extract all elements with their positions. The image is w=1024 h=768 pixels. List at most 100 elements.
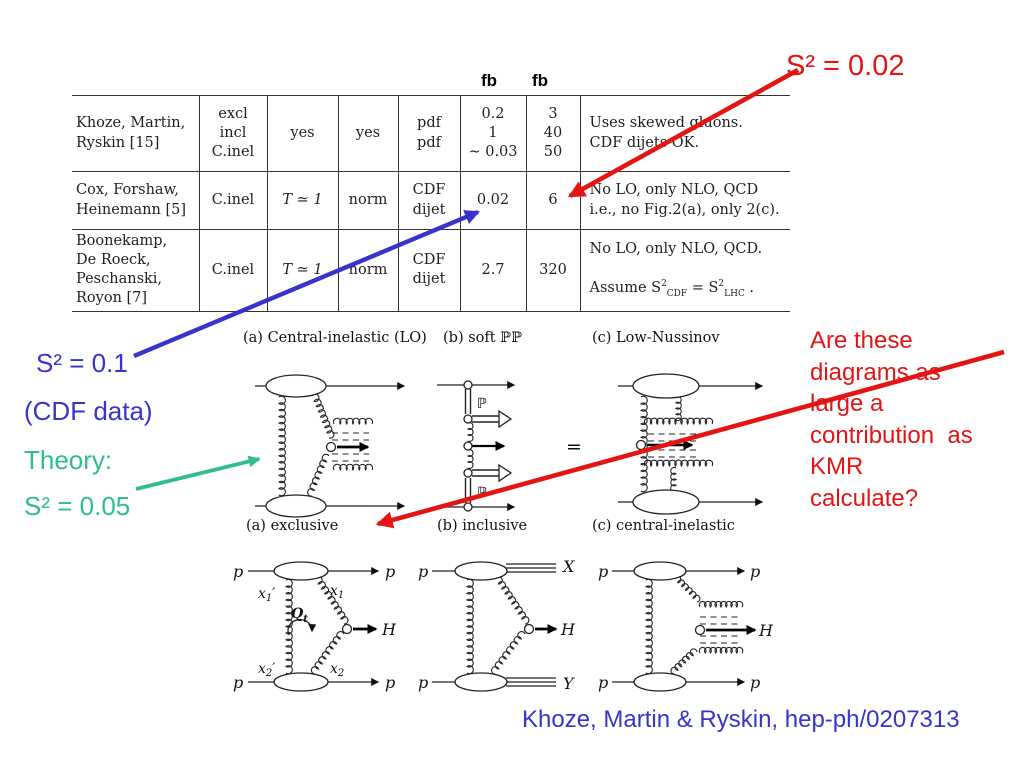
diagram-central-inelastic-lo xyxy=(255,374,406,518)
table-row-bdpr: Boonekamp, De Roeck, Peschanski, Royon [… xyxy=(72,229,790,311)
cell-survival: T ≃ 1 xyxy=(266,229,338,311)
cell-fb1: 0.02 xyxy=(459,171,526,230)
caption-exclusive: (a) exclusive xyxy=(246,518,339,534)
cell-mode: C.inel xyxy=(198,171,267,230)
note-math: Assume S2CDF = S2LHC . xyxy=(589,278,755,299)
proton-blob xyxy=(265,494,327,518)
higgs-vertex xyxy=(635,439,647,451)
proton-blob xyxy=(265,374,327,398)
gluon-coil xyxy=(643,417,714,425)
diagram-central-inelastic: p p p p H xyxy=(598,561,774,692)
arrow-theory-to-diagram xyxy=(135,455,261,491)
p-label: p xyxy=(233,562,243,581)
x2-label: x2 xyxy=(330,661,344,679)
annotation-cdf-data: (CDF data) xyxy=(24,396,153,426)
p-label: p xyxy=(233,673,243,692)
higgs-vertex xyxy=(694,624,706,636)
caption-central-inelastic-lo: (a) Central-inelastic (LO) xyxy=(243,330,427,346)
cell-authors: Cox, Forshaw, Heinemann [5] xyxy=(76,182,187,218)
gluon-coil xyxy=(670,466,678,493)
p-label: p xyxy=(598,562,608,581)
annotation-s2-005: S² = 0.05 xyxy=(24,491,131,521)
p-label: p xyxy=(418,562,428,581)
qt-label: Qt xyxy=(291,606,308,625)
annotation-s2-01: S² = 0.1 xyxy=(36,348,128,378)
gluon-coil xyxy=(466,578,474,675)
annotation-question: Are these diagrams as large a contributi… xyxy=(810,327,973,512)
fb-unit-label-2: fb xyxy=(532,71,549,90)
annotation-s2-002: S² = 0.02 xyxy=(786,50,905,82)
gluon-coil xyxy=(310,631,345,675)
cell-fb1: 0.2 1 ∼ 0.03 xyxy=(459,95,526,172)
gluon-coil xyxy=(670,648,698,675)
x1-prime-label: x1′ xyxy=(258,586,276,604)
cell-gluon: CDF dijet xyxy=(397,229,460,311)
gluon-coil xyxy=(698,646,744,654)
proton-blob xyxy=(633,672,687,692)
gluon-coil xyxy=(311,393,335,439)
cell-survival: yes xyxy=(266,95,338,172)
proton-blob xyxy=(273,672,329,692)
cell-authors: Khoze, Martin, Ryskin [15] xyxy=(76,115,186,151)
gluon-coil xyxy=(643,459,714,467)
higgs-label: H xyxy=(381,620,397,639)
cell-authors: Boonekamp, De Roeck, Peschanski, Royon [… xyxy=(76,233,168,307)
table-row-kmr: Khoze, Martin, Ryskin [15] excl incl C.i… xyxy=(72,95,790,172)
cell-norm: norm xyxy=(337,229,398,311)
cell-survival: T ≃ 1 xyxy=(266,171,338,230)
caption-soft-pomeron: (b) soft ℙℙ xyxy=(443,330,522,346)
diagram-exclusive: p p p p x1′ x2′ x1 x2 Qt H xyxy=(233,561,397,692)
caption-low-nussinov: (c) Low-Nussinov xyxy=(592,330,720,346)
cell-norm: norm xyxy=(337,171,398,230)
gluon-coil xyxy=(285,578,293,675)
gluon-coil xyxy=(466,449,474,469)
gluon-coil xyxy=(278,395,286,497)
gluon-coil xyxy=(673,575,701,603)
comparison-table: Khoze, Martin, Ryskin [15] excl incl C.i… xyxy=(72,95,790,312)
cell-fb2: 320 xyxy=(525,229,580,311)
gluon-coil xyxy=(639,395,648,493)
cell-fb1: 2.7 xyxy=(459,229,526,311)
gluon-coil xyxy=(698,600,744,608)
diagram-soft-pomeron: ℙ ℙ = xyxy=(437,380,582,512)
proton-blob xyxy=(632,373,700,399)
x-system-label: X xyxy=(561,557,575,576)
table-row-cfh: Cox, Forshaw, Heinemann [5] C.inel T ≃ 1… xyxy=(72,171,790,230)
citation-reference: Khoze, Martin & Ryskin, hep-ph/0207313 xyxy=(522,706,960,733)
cell-mode: C.inel xyxy=(198,229,267,311)
higgs-vertex xyxy=(523,623,535,635)
x1-label: x1 xyxy=(330,583,344,601)
proton-blob xyxy=(633,561,687,581)
proton-blob xyxy=(632,489,700,515)
x2-prime-label: x2′ xyxy=(258,661,276,679)
cell-note: No LO, only NLO, QCD i.e., no Fig.2(a), … xyxy=(579,171,790,230)
p-label: p xyxy=(598,673,608,692)
pomeron-label: ℙ xyxy=(477,485,487,501)
caption-inclusive: (b) inclusive xyxy=(437,518,528,534)
gluon-coil xyxy=(314,576,349,625)
gluon-coil xyxy=(645,578,653,675)
proton-blob xyxy=(454,561,508,581)
cell-norm: yes xyxy=(337,95,398,172)
gluon-coil xyxy=(332,417,374,426)
gluon-coil xyxy=(307,453,330,497)
gluon-coil xyxy=(466,422,474,442)
gluon-coil xyxy=(494,576,530,625)
annotation-theory: Theory: xyxy=(24,445,113,475)
cell-fb2: 3 40 50 xyxy=(525,95,580,172)
caption-central-inelastic: (c) central-inelastic xyxy=(592,518,735,534)
cell-gluon: CDF dijet xyxy=(397,171,460,230)
pomeron-label: ℙ xyxy=(477,396,487,412)
cell-mode: excl incl C.inel xyxy=(198,95,267,172)
higgs-label: H xyxy=(560,620,576,639)
higgs-label: H xyxy=(758,621,774,640)
gluon-coil xyxy=(674,395,682,422)
p-label: p xyxy=(750,562,760,581)
higgs-vertex xyxy=(341,623,353,635)
cell-note: No LO, only NLO, QCD. Assume S2CDF = S2L… xyxy=(579,229,790,311)
p-label: p xyxy=(385,673,395,692)
gluon-coil xyxy=(332,463,374,472)
p-label: p xyxy=(418,673,428,692)
p-label: p xyxy=(750,673,760,692)
